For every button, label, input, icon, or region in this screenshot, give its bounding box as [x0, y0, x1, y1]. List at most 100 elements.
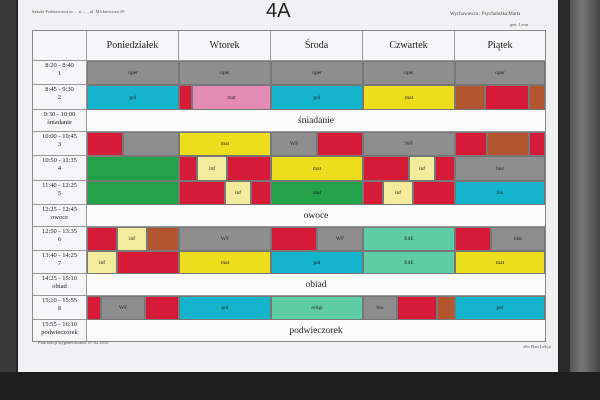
board-frame-left	[0, 0, 16, 400]
time-slot-breakfast: 9:30 - 10:00 śniadanie	[33, 110, 87, 132]
lesson-thu-5: inf	[383, 181, 413, 205]
school-name: Szkoła Podstawowa nr ... w ... , ul. Mic…	[32, 9, 125, 14]
lesson-tue-6: WF	[179, 227, 271, 251]
day-header-friday: Piątek	[455, 31, 545, 61]
lesson-mon-3b	[123, 132, 179, 156]
lesson-mon-5	[87, 181, 179, 205]
day-header-thursday: Czwartek	[363, 31, 455, 61]
lesson-mon-3a	[87, 132, 123, 156]
time-slot-3: 10:00 - 10:45 3	[33, 132, 87, 156]
time-range: 8:45 - 9:30	[45, 86, 74, 93]
lesson-thu-8b	[397, 296, 437, 320]
lesson-tue-5: inf	[225, 181, 251, 205]
lesson-mon-8: WF	[101, 296, 145, 320]
day-header-monday: Poniedziałek	[87, 31, 179, 61]
lesson-tue-4a	[179, 156, 197, 181]
break-snack: podwieczorek	[87, 320, 545, 341]
lesson-thu-1: oper	[363, 61, 455, 85]
lesson-tue-2-red	[179, 85, 192, 110]
lesson-tue-8: pol	[179, 296, 271, 320]
lesson-thu-5c	[413, 181, 455, 205]
lesson-wed-3: WF	[271, 132, 317, 156]
lesson-thu-6: EdE	[363, 227, 455, 251]
lesson-tue-5a	[179, 181, 225, 205]
lesson-wed-3b	[317, 132, 363, 156]
lesson-wed-4: mat	[271, 156, 363, 181]
lesson-fri-2c	[529, 85, 545, 110]
lesson-wed-1: oper	[271, 61, 363, 85]
lesson-mon-6c	[147, 227, 179, 251]
lesson-fri-6: hist	[491, 227, 545, 251]
corner-cell	[33, 31, 87, 61]
timetable-sheet: Szkoła Podstawowa nr ... w ... , ul. Mic…	[18, 0, 558, 372]
time-slot-7: 13:40 - 14:25 7	[33, 251, 87, 274]
lesson-mon-7b	[117, 251, 179, 274]
lesson-fri-6a	[455, 227, 491, 251]
day-header-wednesday: Środa	[271, 31, 363, 61]
time-label: 8	[57, 305, 62, 312]
time-label: 5	[57, 190, 62, 197]
lesson-wed-8: religi	[271, 296, 363, 320]
footer-app: aSc Plan Lekcji	[523, 344, 552, 349]
lesson-mon-6: inf	[117, 227, 147, 251]
time-label: owoce	[51, 214, 68, 221]
time-label: 1	[57, 70, 62, 77]
time-range: 15:55 - 16:10	[41, 321, 78, 328]
lesson-fri-3a	[455, 132, 487, 156]
break-lunch: obiad	[87, 274, 545, 296]
lesson-wed-5: mat	[271, 181, 363, 205]
lesson-tue-4: inf	[197, 156, 227, 181]
time-range: 12:25 - 12:45	[41, 206, 78, 213]
time-range: 8:20 - 8:40	[45, 62, 74, 69]
lesson-mon-1: oper	[87, 61, 179, 85]
lesson-fri-4: hist	[455, 156, 545, 181]
break-breakfast: śniadanie	[87, 110, 545, 132]
lesson-mon-2: pol	[87, 85, 179, 110]
lesson-fri-1: oper	[455, 61, 545, 85]
time-range: 12:50 - 13:35	[41, 228, 78, 235]
time-slot-8: 15:10 - 15:55 8	[33, 296, 87, 320]
tutor-name: Wychowawca : Psycholożka Marta	[450, 12, 521, 17]
tutor-name-line2: gen. Leon	[510, 22, 528, 27]
lesson-fri-2b	[485, 85, 529, 110]
time-label: 4	[57, 165, 62, 172]
lesson-wed-2: pol	[271, 85, 363, 110]
lesson-mon-8a	[87, 296, 101, 320]
lesson-thu-4: inf	[409, 156, 435, 181]
lesson-mon-8c	[145, 296, 179, 320]
lesson-tue-5c	[251, 181, 271, 205]
time-label: podwieczorek	[41, 329, 78, 336]
lesson-wed-7: pol	[271, 251, 363, 274]
lesson-thu-5a	[363, 181, 383, 205]
time-label: 7	[57, 260, 62, 267]
lesson-fri-8: pol	[455, 296, 545, 320]
time-range: 13:40 - 14:25	[41, 252, 78, 259]
time-label: 3	[57, 141, 62, 148]
time-range: 14:25 - 15:10	[41, 275, 78, 282]
lesson-thu-2: mat	[363, 85, 455, 110]
time-slot-5: 11:40 - 12:25 5	[33, 181, 87, 205]
time-slot-lunch: 14:25 - 15:10 obiad	[33, 274, 87, 296]
footer-generated: Plan lekcji wygenerowano: 07.02.2018	[38, 340, 109, 345]
lesson-fri-3c	[529, 132, 545, 156]
time-slot-1: 8:20 - 8:40 1	[33, 61, 87, 85]
timetable-grid: Poniedziałek Wtorek Środa Czwartek Piąte…	[32, 30, 546, 342]
lesson-tue-1: oper	[179, 61, 271, 85]
time-label: 2	[57, 94, 62, 101]
lesson-tue-4c	[227, 156, 271, 181]
day-header-tuesday: Wtorek	[179, 31, 271, 61]
board-frame-bottom	[0, 372, 600, 400]
lesson-thu-4c	[435, 156, 455, 181]
lesson-fri-3b	[487, 132, 529, 156]
board-frame-right	[570, 0, 600, 400]
class-title: 4A	[266, 0, 291, 22]
lesson-tue-2: mat	[192, 85, 271, 110]
lesson-mon-4	[87, 156, 179, 181]
lesson-thu-8: bio	[363, 296, 397, 320]
time-slot-snack: 15:55 - 16:10 podwieczorek	[33, 320, 87, 341]
time-label: obiad	[52, 283, 67, 290]
time-range: 9:30 - 10:00	[43, 111, 76, 118]
lesson-tue-3: mat	[179, 132, 271, 156]
lesson-wed-6: WF	[317, 227, 363, 251]
time-range: 11:40 - 12:25	[42, 182, 77, 189]
